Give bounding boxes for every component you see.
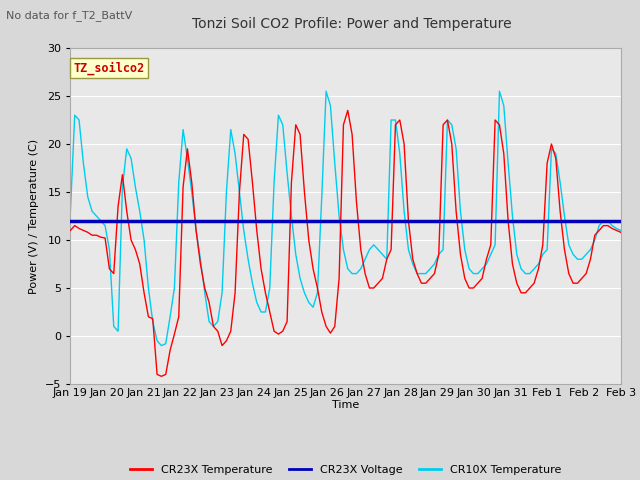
- X-axis label: Time: Time: [332, 399, 359, 409]
- Text: No data for f_T2_BattV: No data for f_T2_BattV: [6, 10, 132, 21]
- Text: Tonzi Soil CO2 Profile: Power and Temperature: Tonzi Soil CO2 Profile: Power and Temper…: [192, 17, 512, 31]
- Y-axis label: Power (V) / Temperature (C): Power (V) / Temperature (C): [29, 138, 40, 294]
- Text: TZ_soilco2: TZ_soilco2: [73, 61, 145, 75]
- Legend: CR23X Temperature, CR23X Voltage, CR10X Temperature: CR23X Temperature, CR23X Voltage, CR10X …: [125, 460, 566, 479]
